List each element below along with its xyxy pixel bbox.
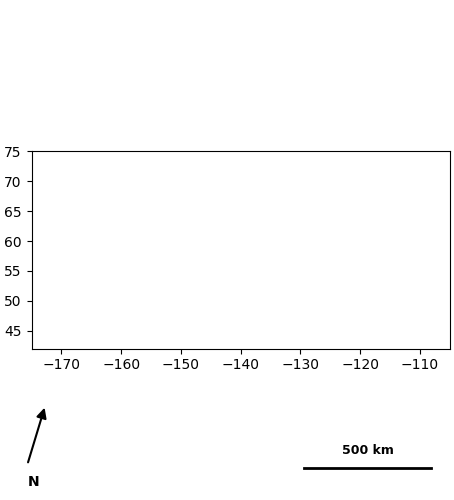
Text: N: N [28, 475, 40, 489]
Text: 500 km: 500 km [342, 444, 394, 458]
